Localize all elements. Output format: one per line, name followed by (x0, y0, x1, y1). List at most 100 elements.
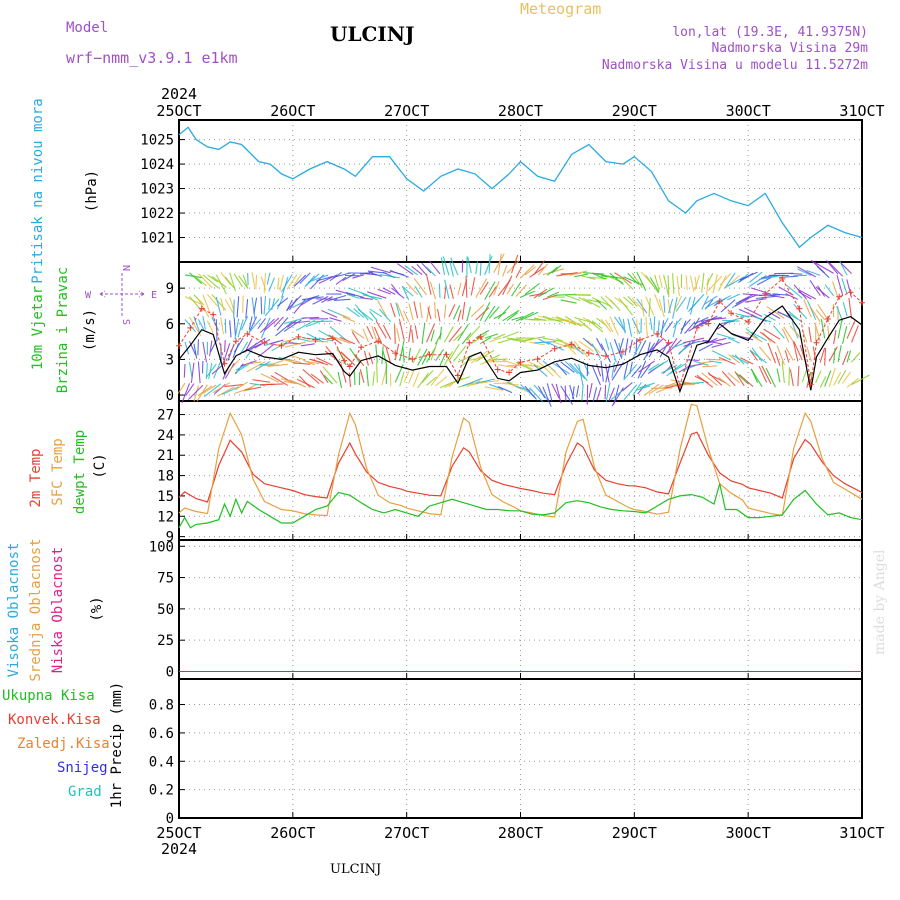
wind-barb (289, 379, 307, 388)
wind-barb (781, 328, 790, 343)
wind-barb (318, 337, 333, 342)
wind-barb (475, 278, 488, 299)
wind-barb (283, 380, 297, 385)
wind-barb (524, 282, 540, 295)
wind-barb (511, 339, 527, 343)
wind-barb (321, 309, 338, 318)
wind-gust-marker (779, 275, 786, 282)
wind-barb (742, 293, 763, 296)
wind-barb (193, 275, 207, 287)
wind-barb (565, 294, 580, 302)
wind-barb (537, 385, 546, 399)
wind-barb (768, 311, 781, 319)
station-title: ULCINJ (330, 22, 415, 46)
wind-barb (315, 357, 333, 366)
wind-barb (427, 307, 432, 320)
wind-barb (614, 272, 632, 284)
wind-barb (254, 338, 271, 349)
x-tick-label-top: 30OCT (726, 102, 771, 120)
wind-barb (694, 316, 709, 325)
wind-barb (596, 337, 604, 351)
wind-barb (560, 299, 577, 304)
wind-barb (414, 285, 423, 298)
wind-barb (578, 319, 593, 332)
wind-barb (668, 298, 674, 314)
wind-barb (727, 372, 741, 384)
pressure-unit-label: (hPa) (84, 170, 100, 212)
wind-barb (369, 308, 383, 318)
wind-barb (203, 383, 222, 398)
wind-barb (520, 264, 535, 279)
wind-barb (560, 339, 577, 355)
wind-barb (705, 277, 709, 296)
wind-barb (684, 321, 696, 334)
wind-barb (452, 305, 461, 320)
wind-barb (448, 343, 460, 362)
wind-barb (202, 384, 217, 395)
wind-barb (632, 382, 642, 396)
wind-barb (408, 303, 414, 321)
wind-barb (529, 387, 544, 403)
wind-barb (240, 360, 257, 367)
wind-barb (264, 317, 280, 331)
wind-barb (339, 336, 356, 345)
wind-barb (335, 289, 356, 297)
wind-barb (837, 369, 847, 384)
wind-barb (302, 296, 324, 301)
wind-barb (749, 350, 759, 361)
wind-barb (846, 350, 852, 363)
wind-barb (791, 321, 799, 339)
wind-barb (252, 379, 271, 383)
wind-barb (229, 272, 237, 292)
wind-barb (399, 371, 405, 387)
wind-barb (184, 341, 190, 355)
wind-barb (592, 387, 598, 403)
wind-barb (832, 281, 839, 299)
wind-barb (824, 370, 832, 387)
wind-barb (572, 386, 575, 399)
wind-barb (511, 282, 521, 297)
wind-barb (797, 266, 817, 278)
wind-barb (739, 294, 758, 303)
y-tick-label: 27 (157, 408, 174, 424)
wind-gust-marker (602, 353, 609, 360)
credit-label: made by Angel (872, 549, 888, 656)
x-tick-label-bottom: 30OCT (726, 824, 771, 842)
wind-barb (319, 370, 329, 384)
wind-barb (399, 340, 405, 362)
wind-barb (449, 284, 454, 299)
temperature-unit-label: (C) (92, 453, 108, 478)
wind-barb (340, 351, 356, 366)
wind-barb (605, 319, 614, 333)
wind-barb (648, 298, 651, 318)
wind-barb (391, 287, 405, 299)
total-rain-legend: Ukupna Kisa (2, 688, 95, 704)
wind-barb (682, 381, 704, 385)
wind-gust-marker (426, 351, 433, 358)
wind-barb (750, 368, 763, 388)
wind-barb (215, 296, 222, 316)
wind-barb (188, 384, 204, 400)
compass-north-label: N (120, 265, 131, 271)
wind-barb (493, 253, 505, 273)
wind-barb (421, 370, 434, 384)
wind-barb (582, 297, 601, 308)
wind-barb (292, 298, 311, 308)
wind-barb (816, 265, 830, 278)
wind-barb (430, 341, 438, 361)
wind-barb (649, 317, 653, 331)
wind-barb (520, 290, 536, 298)
wind-barb (362, 328, 369, 343)
wind-gust-marker (187, 324, 194, 331)
wind-barb (461, 332, 472, 345)
wind-gust-marker (409, 356, 416, 363)
x-tick-label-bottom: 26OCT (270, 824, 315, 842)
wind-barb (488, 306, 500, 319)
wind-barb (785, 293, 799, 300)
wind-barb (621, 382, 633, 392)
wind-barb (815, 309, 826, 321)
wind-barb (635, 385, 651, 391)
wind-gust-marker (762, 290, 769, 297)
wind-barb (248, 318, 262, 334)
wind-barb (292, 274, 302, 287)
